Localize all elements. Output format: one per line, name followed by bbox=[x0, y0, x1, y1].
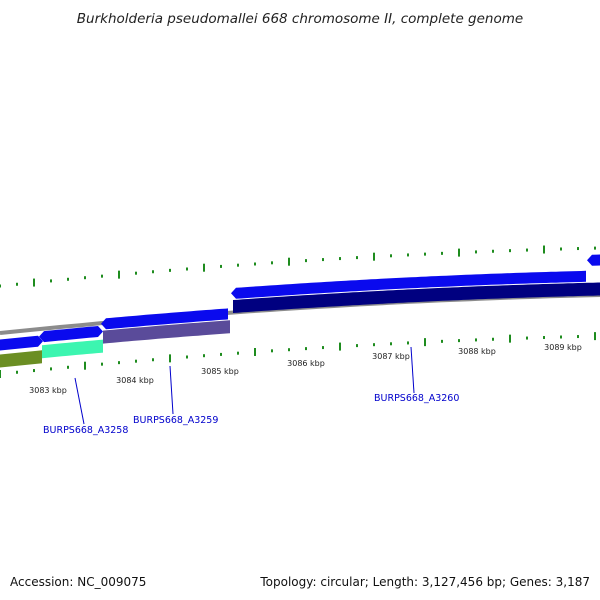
ruler-labels: 3083 kbp 3084 kbp 3085 kbp 3086 kbp 3087… bbox=[29, 343, 582, 395]
ruler-label-3088: 3088 kbp bbox=[458, 347, 496, 356]
gene-label-a3259[interactable]: BURPS668_A3259 bbox=[133, 415, 218, 426]
gene-labels: BURPS668_A3258 BURPS668_A3259 BURPS668_A… bbox=[43, 346, 459, 436]
forward-strand-genes bbox=[0, 254, 600, 351]
accession-text: Accession: NC_009075 bbox=[10, 575, 146, 589]
ruler-label-3089: 3089 kbp bbox=[544, 343, 582, 352]
forward-gene-arrow bbox=[101, 308, 228, 330]
gene-leader-line bbox=[74, 377, 85, 425]
ruler-label-3086: 3086 kbp bbox=[287, 359, 325, 368]
reverse-feature-dark bbox=[233, 282, 600, 313]
map-title: Burkholderia pseudomallei 668 chromosome… bbox=[77, 11, 523, 27]
ruler-label-3083: 3083 kbp bbox=[29, 386, 67, 395]
genome-summary-text: Topology: circular; Length: 3,127,456 bp… bbox=[259, 575, 590, 589]
reverse-feature-olive bbox=[0, 350, 42, 368]
gene-label-a3260[interactable]: BURPS668_A3260 bbox=[374, 393, 459, 404]
gene-leader-line bbox=[169, 365, 174, 415]
forward-gene-arrow bbox=[231, 270, 586, 299]
gene-label-a3258[interactable]: BURPS668_A3258 bbox=[43, 425, 128, 436]
reverse-feature-aquamarine bbox=[42, 339, 103, 359]
forward-gene-arrow bbox=[0, 335, 43, 351]
reverse-strand-features bbox=[0, 282, 600, 368]
gene-leader-line bbox=[410, 346, 415, 394]
reverse-feature-slate bbox=[103, 320, 230, 344]
ruler-label-3085: 3085 kbp bbox=[201, 367, 239, 376]
ruler-label-3087: 3087 kbp bbox=[372, 352, 410, 361]
gc-content-ticks bbox=[0, 245, 596, 378]
forward-gene-arrow bbox=[39, 326, 103, 343]
forward-gene-arrow bbox=[587, 254, 600, 266]
ruler-label-3084: 3084 kbp bbox=[116, 376, 154, 385]
